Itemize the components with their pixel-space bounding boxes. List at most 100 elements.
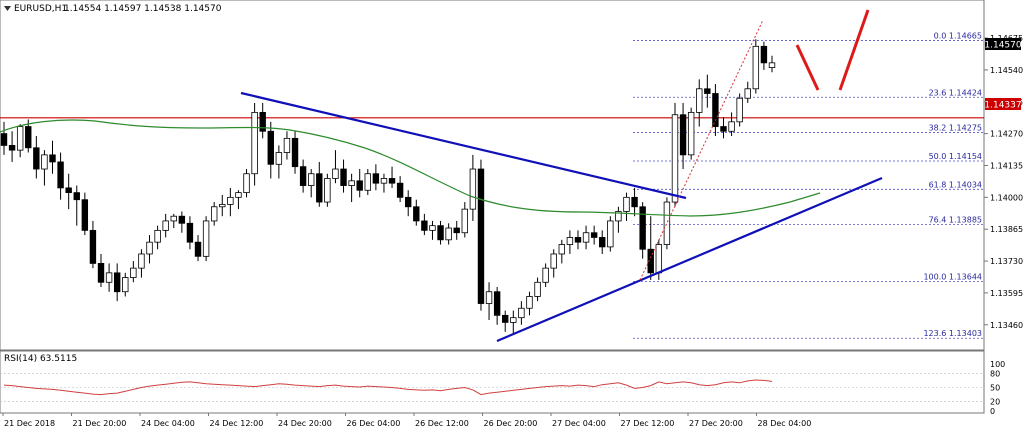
candle-body: [687, 111, 695, 156]
candle-body: [477, 168, 485, 304]
candle-body: [138, 253, 145, 269]
time-label: 24 Dec 12:00: [210, 419, 264, 428]
candle-body: [421, 220, 428, 231]
time-label: 21 Dec 2018: [4, 419, 55, 428]
candle: [275, 145, 283, 179]
candle: [445, 223, 452, 245]
chart-header: EURUSD,H1 1.14554 1.14597 1.14538 1.1457…: [4, 4, 222, 14]
candle-body: [655, 244, 663, 274]
candle: [421, 213, 428, 236]
candle-body: [267, 130, 274, 165]
candle-body: [720, 126, 727, 132]
candle-body: [752, 45, 760, 90]
candle-body: [550, 253, 557, 269]
candle-body: [744, 88, 751, 99]
candle-body: [33, 147, 40, 170]
time-label: 21 Dec 20:00: [73, 419, 127, 428]
candle-body: [202, 220, 210, 257]
candle: [728, 112, 735, 136]
candle-body: [210, 206, 218, 222]
resistance-price-tag: 1.14337: [984, 98, 1022, 111]
candle: [736, 93, 743, 127]
price-tick-label: 1.13865: [990, 225, 1023, 234]
rsi-level-label: 100: [990, 360, 1005, 369]
candle: [227, 187, 234, 217]
candles: [0, 39, 776, 335]
candle: [324, 173, 331, 207]
projection-arrow-up: [838, 9, 870, 91]
candle-body: [49, 154, 56, 163]
candle: [590, 225, 598, 245]
candle: [146, 235, 153, 264]
time-label: 27 Dec 04:00: [552, 419, 606, 428]
candle: [307, 169, 315, 198]
candle-body: [348, 180, 355, 186]
candle: [679, 102, 687, 170]
candle: [485, 282, 493, 321]
candle: [566, 230, 574, 254]
candle-body: [275, 152, 283, 165]
candle-body: [461, 208, 468, 234]
candle: [105, 263, 113, 292]
candle: [380, 173, 388, 193]
candle-body: [679, 114, 687, 156]
symbol-label: EURUSD,H1: [14, 4, 67, 14]
candle-body: [453, 227, 460, 234]
candle-body: [340, 168, 347, 186]
moving-average-line: [0, 119, 821, 217]
candle-body: [671, 114, 679, 203]
ascending-trendline: [496, 176, 883, 343]
time-label: 26 Dec 20:00: [484, 419, 538, 428]
candle-body: [251, 111, 258, 175]
candle-body: [639, 206, 646, 250]
candle-body: [57, 161, 64, 189]
price-axis: 1.146751.145401.144051.142701.141351.140…: [984, 34, 1023, 330]
chevron-down-icon[interactable]: [4, 6, 11, 11]
candle: [388, 166, 396, 188]
projection-arrow-down: [795, 44, 820, 91]
candle: [744, 81, 751, 103]
candle: [259, 102, 266, 139]
candle: [219, 194, 226, 217]
price-tick-label: 1.14270: [990, 130, 1023, 139]
candle: [518, 301, 525, 325]
fibonacci-level-label: 23.6 1.14424: [929, 88, 982, 97]
candle: [235, 190, 242, 210]
candle-body: [235, 192, 242, 198]
candle: [599, 230, 606, 254]
candle-body: [566, 237, 574, 245]
descending-trendline: [240, 91, 687, 200]
candle: [138, 249, 145, 278]
candle: [170, 213, 177, 229]
candle-body: [728, 121, 735, 132]
candle-body: [631, 196, 638, 208]
candle-body: [493, 291, 501, 316]
candle-body: [356, 180, 363, 191]
fibonacci-level-label: 76.4 1.13885: [929, 215, 982, 224]
candle-body: [178, 215, 186, 224]
candle-body: [65, 187, 72, 194]
fibonacci-level-label: 100.0 1.13644: [923, 272, 982, 281]
candle-body: [316, 173, 323, 203]
candle: [291, 131, 299, 174]
candle-body: [542, 267, 549, 283]
candle: [97, 253, 105, 288]
candle-body: [437, 225, 444, 241]
candle: [267, 121, 274, 179]
candle: [251, 102, 258, 186]
candle-body: [502, 314, 509, 323]
candle-body: [25, 126, 32, 149]
candle: [469, 154, 477, 221]
candle: [696, 79, 703, 127]
fibonacci-level-label: 50.0 1.14154: [929, 152, 982, 161]
candle: [437, 220, 444, 245]
price-tick-label: 1.13595: [990, 289, 1023, 298]
candle: [493, 287, 501, 325]
time-axis: 21 Dec 2018 21 Dec 20:00 24 Dec 04:00 24 De…: [2, 413, 811, 428]
candle: [316, 161, 323, 207]
candle-body: [518, 307, 525, 319]
candle: [768, 55, 776, 73]
candle-body: [696, 88, 703, 113]
candle-body: [372, 173, 380, 184]
